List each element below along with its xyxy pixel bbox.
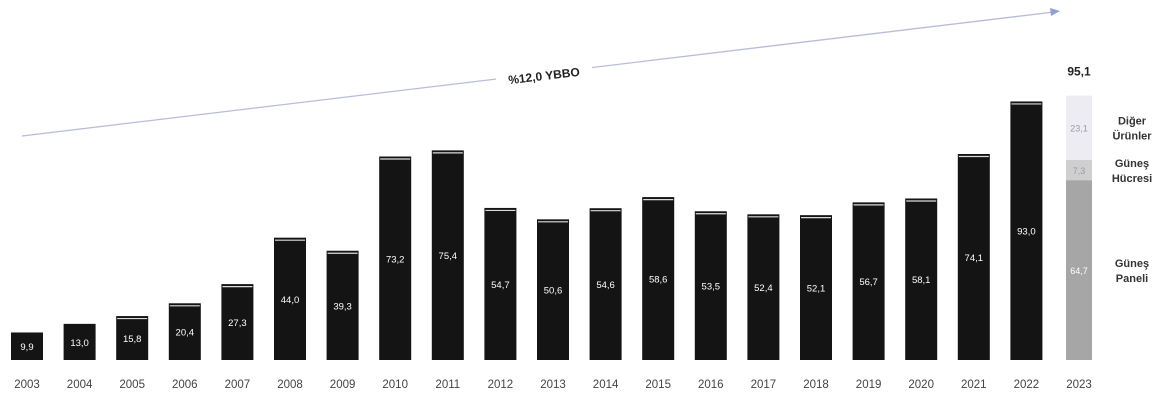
bar-2004 (63, 323, 96, 360)
stack-segment-label: 7,3 (1073, 166, 1086, 176)
bar-value-label: 53,5 (702, 282, 721, 293)
bar-value-label: 54,7 (491, 280, 510, 291)
x-tick-label: 2021 (961, 379, 987, 391)
bar-2007 (221, 284, 254, 360)
x-tick-label: 2003 (14, 379, 40, 391)
x-tick-label: 2013 (540, 379, 566, 391)
x-tick-label: 2008 (277, 379, 303, 391)
bar-value-label: 58,6 (649, 275, 668, 286)
bar-2009 (326, 250, 359, 360)
cagr-label-bg (496, 64, 592, 84)
total-label: 95,1 (1067, 65, 1091, 79)
bar-2008 (274, 237, 306, 360)
bar-value-label: 39,3 (333, 301, 352, 312)
bar-2010 (379, 156, 412, 360)
stack-segment-3 (1066, 95, 1092, 160)
bar-2018 (800, 215, 832, 360)
bar-2011 (431, 150, 464, 360)
bar-2020 (905, 198, 938, 360)
x-tick-label: 2022 (1014, 379, 1040, 391)
legend-label: Diğer Ürünler (1112, 116, 1152, 143)
bar-value-label: 50,6 (544, 286, 563, 297)
x-tick-label: 2015 (645, 379, 671, 391)
bar-value-label: 52,4 (754, 283, 773, 294)
bar-2015 (642, 197, 675, 360)
bar-2013 (537, 219, 569, 360)
x-tick-label: 2019 (856, 379, 882, 391)
bar-2014 (589, 208, 622, 360)
stack-segment-1 (1066, 180, 1092, 360)
stack-segment-label: 64,7 (1070, 266, 1088, 276)
x-tick-label: 2017 (751, 379, 777, 391)
bar-2016 (694, 211, 727, 360)
bar-value-label: 54,6 (596, 280, 615, 291)
bar-value-label: 13,0 (70, 338, 89, 349)
x-tick-label: 2014 (593, 379, 619, 391)
bar-2019 (852, 202, 885, 360)
legend-label: Güneş Hücresi (1112, 158, 1152, 185)
x-tick-label: 2009 (330, 379, 356, 391)
bar-value-label: 27,3 (228, 318, 247, 329)
x-tick-label: 2012 (488, 379, 514, 391)
bar-value-label: 93,0 (1017, 227, 1036, 238)
bar-value-label: 74,1 (965, 253, 984, 264)
bar-2005 (116, 316, 149, 360)
bar-2012 (484, 207, 517, 360)
bar-2022 (1010, 101, 1043, 361)
x-tick-label: 2007 (225, 379, 251, 391)
bar-value-label: 44,0 (281, 295, 300, 306)
x-tick-label: 2010 (382, 379, 408, 391)
bar-value-label: 58,1 (912, 275, 931, 286)
x-tick-label: 2005 (119, 379, 145, 391)
x-tick-label: 2023 (1066, 379, 1092, 391)
x-tick-label: 2016 (698, 379, 724, 391)
x-tick-label: 2018 (803, 379, 829, 391)
x-tick-label: 2004 (67, 379, 93, 391)
x-tick-label: 2011 (435, 379, 460, 391)
x-tick-label: 2020 (908, 379, 934, 391)
bar-value-label: 9,9 (20, 342, 33, 353)
bar-value-label: 20,4 (176, 328, 195, 339)
x-tick-label: 2006 (172, 379, 198, 391)
bar-value-label: 75,4 (439, 251, 458, 262)
bar-value-label: 73,2 (386, 254, 405, 265)
bar-2021 (957, 154, 990, 360)
stack-segment-2 (1066, 159, 1092, 181)
cagr-arrow-head (1050, 8, 1060, 16)
bar-value-label: 15,8 (123, 334, 142, 345)
bar-2003 (11, 332, 43, 360)
bar-value-label: 52,1 (807, 284, 826, 295)
bar-value-label: 56,7 (859, 277, 878, 288)
bar-2017 (747, 214, 780, 360)
legend-label: Güneş Paneli (1115, 258, 1149, 285)
stack-segment-label: 23,1 (1070, 124, 1088, 134)
bar-2006 (168, 303, 201, 360)
